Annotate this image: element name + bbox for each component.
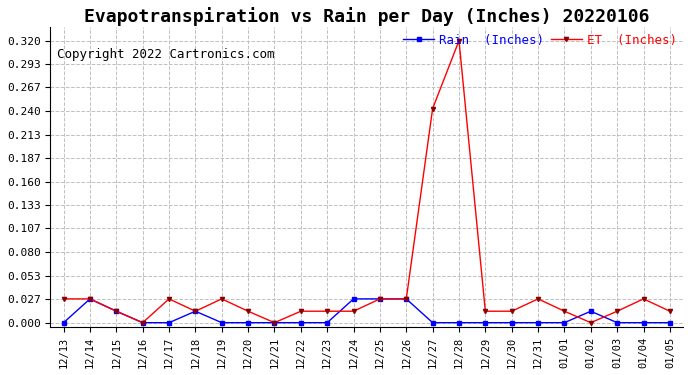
Rain  (Inches) [481,320,489,325]
ET  (Inches) [508,309,516,314]
ET  (Inches) [613,309,621,314]
Line: Rain  (Inches): Rain (Inches) [61,297,672,325]
ET  (Inches) [112,309,121,314]
ET  (Inches) [349,309,357,314]
Rain  (Inches) [640,320,648,325]
Rain  (Inches) [86,297,94,301]
Rain  (Inches) [586,309,595,314]
ET  (Inches) [139,320,147,325]
Title: Evapotranspiration vs Rain per Day (Inches) 20220106: Evapotranspiration vs Rain per Day (Inch… [84,7,649,26]
ET  (Inches) [191,309,199,314]
Rain  (Inches) [59,320,68,325]
Line: ET  (Inches): ET (Inches) [61,39,672,325]
Rain  (Inches) [191,309,199,314]
ET  (Inches) [455,39,463,43]
Rain  (Inches) [560,320,569,325]
Text: Copyright 2022 Cartronics.com: Copyright 2022 Cartronics.com [57,48,274,62]
ET  (Inches) [534,297,542,301]
ET  (Inches) [428,106,437,111]
ET  (Inches) [59,297,68,301]
Rain  (Inches) [323,320,331,325]
ET  (Inches) [376,297,384,301]
ET  (Inches) [297,309,305,314]
ET  (Inches) [402,297,411,301]
ET  (Inches) [586,320,595,325]
Rain  (Inches) [165,320,173,325]
Rain  (Inches) [139,320,147,325]
Rain  (Inches) [428,320,437,325]
ET  (Inches) [666,309,674,314]
ET  (Inches) [244,309,253,314]
ET  (Inches) [481,309,489,314]
Rain  (Inches) [534,320,542,325]
Rain  (Inches) [613,320,621,325]
ET  (Inches) [165,297,173,301]
Rain  (Inches) [297,320,305,325]
Rain  (Inches) [217,320,226,325]
ET  (Inches) [640,297,648,301]
Rain  (Inches) [112,309,121,314]
ET  (Inches) [217,297,226,301]
Rain  (Inches) [508,320,516,325]
Rain  (Inches) [349,297,357,301]
Legend: Rain  (Inches), ET  (Inches): Rain (Inches), ET (Inches) [398,29,682,52]
Rain  (Inches) [244,320,253,325]
ET  (Inches) [270,320,279,325]
Rain  (Inches) [666,320,674,325]
Rain  (Inches) [376,297,384,301]
ET  (Inches) [86,297,94,301]
Rain  (Inches) [402,297,411,301]
ET  (Inches) [560,309,569,314]
ET  (Inches) [323,309,331,314]
Rain  (Inches) [270,320,279,325]
Rain  (Inches) [455,320,463,325]
